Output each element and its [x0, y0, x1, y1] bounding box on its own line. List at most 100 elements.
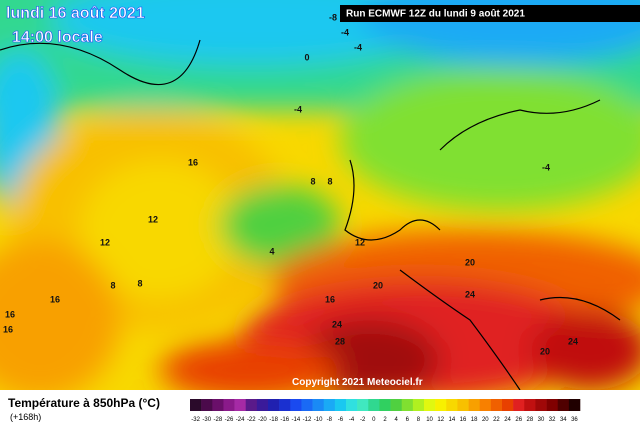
level-label: 16: [460, 417, 467, 423]
level-label: 26: [515, 417, 522, 423]
color-swatch: [424, 399, 436, 411]
level-label: 0: [372, 417, 376, 423]
level-label: -22: [247, 417, 256, 423]
level-label: 32: [549, 417, 556, 423]
level-label: -14: [292, 417, 301, 423]
forecast-date: lundi 16 août 2021: [6, 5, 145, 22]
level-label: -2: [360, 417, 366, 423]
level-label: -24: [236, 417, 245, 423]
level-label: -18: [269, 417, 278, 423]
colorbar: -32 -30 -28 -26 -24 -22 -20 -18 -16 -14 -12 -10 -8 -6…: [190, 399, 581, 423]
level-label: 14: [449, 417, 456, 423]
color-swatch: [524, 399, 536, 411]
isotherm-label: 16: [188, 157, 198, 167]
isotherm-label: 24: [465, 289, 475, 299]
level-label: -30: [202, 417, 211, 423]
level-label: 24: [504, 417, 511, 423]
color-swatch: [323, 399, 336, 411]
color-swatch: [412, 399, 425, 411]
level-label: -12: [303, 417, 312, 423]
forecast-time: 14:00 locale: [12, 29, 103, 46]
isotherm-label: 24: [568, 336, 578, 346]
color-swatch: [256, 399, 269, 411]
run-info: Run ECMWF 12Z du lundi 9 août 2021: [346, 9, 525, 20]
level-label: 18: [471, 417, 478, 423]
isotherm-label: 24: [332, 319, 342, 329]
color-swatch: [435, 399, 447, 411]
level-label: -20: [258, 417, 267, 423]
isotherm-label: 16: [50, 294, 60, 304]
temperature-field: [0, 0, 640, 400]
color-swatch: [557, 399, 570, 411]
color-swatch: [301, 399, 313, 411]
color-swatch: [190, 399, 202, 411]
level-label: 6: [406, 417, 410, 423]
level-label: 28: [527, 417, 534, 423]
isotherm-label: -4: [354, 42, 362, 52]
legend-title: Température à 850hPa (°C): [8, 396, 160, 410]
level-label: 2: [383, 417, 387, 423]
isotherm-label: -4: [294, 104, 302, 114]
level-label: -16: [280, 417, 289, 423]
color-swatch: [245, 399, 258, 411]
color-swatch: [390, 399, 403, 411]
color-swatch: [446, 399, 458, 411]
isotherm-label: 12: [355, 237, 365, 247]
level-label: 20: [482, 417, 489, 423]
level-label: -6: [338, 417, 344, 423]
isotherm-label: 8: [137, 278, 142, 288]
level-label: 10: [426, 417, 433, 423]
isotherm-label: 16: [325, 294, 335, 304]
level-label: 22: [493, 417, 500, 423]
color-swatch: [568, 399, 581, 411]
color-swatch: [234, 399, 247, 411]
color-swatch: [535, 399, 547, 411]
color-swatch: [268, 399, 280, 411]
color-swatch: [357, 399, 369, 411]
copyright: Copyright 2021 Meteociel.fr: [292, 377, 423, 388]
level-label: 30: [538, 417, 545, 423]
color-swatch: [334, 399, 347, 411]
color-swatch: [201, 399, 213, 411]
color-swatch: [490, 399, 503, 411]
color-swatch: [513, 399, 525, 411]
run-banner: [340, 5, 640, 22]
color-swatch: [401, 399, 414, 411]
color-swatch: [223, 399, 235, 411]
isotherm-label: 20: [373, 280, 383, 290]
isotherm-label: 12: [148, 214, 158, 224]
level-label: 12: [437, 417, 444, 423]
color-swatch: [479, 399, 492, 411]
isotherm-label: 12: [100, 237, 110, 247]
coastlines: [0, 39, 621, 391]
level-label: 8: [417, 417, 421, 423]
lead-time: (+168h): [10, 412, 41, 422]
color-swatch: [379, 399, 391, 411]
color-swatch: [546, 399, 559, 411]
isotherm-label: -8: [329, 12, 337, 22]
color-swatch: [346, 399, 358, 411]
isotherm-label: 8: [310, 176, 315, 186]
isotherm-label: 20: [540, 346, 550, 356]
level-label: -26: [225, 417, 234, 423]
level-label: -28: [214, 417, 223, 423]
color-swatch: [468, 399, 481, 411]
color-swatch: [457, 399, 469, 411]
isotherm-label: 8: [327, 176, 332, 186]
color-swatch: [290, 399, 302, 411]
isotherm-labels: -8 -4 -4 0 -4 -4 16 8 8 12 12 4 12 8 8 16 16 16 16 20 20 24 24…: [3, 12, 578, 356]
color-swatch: [502, 399, 514, 411]
isotherm-label: -4: [542, 162, 550, 172]
color-swatch: [368, 399, 380, 411]
isotherm-label: 16: [5, 309, 15, 319]
isotherm-label: 4: [269, 246, 274, 256]
level-label: 36: [571, 417, 578, 423]
level-label: 34: [560, 417, 567, 423]
isotherm-label: 0: [304, 52, 309, 62]
level-label: -10: [314, 417, 323, 423]
level-label: -32: [191, 417, 200, 423]
isotherm-label: 8: [110, 280, 115, 290]
isotherm-label: 28: [335, 336, 345, 346]
level-label: -4: [349, 417, 355, 423]
